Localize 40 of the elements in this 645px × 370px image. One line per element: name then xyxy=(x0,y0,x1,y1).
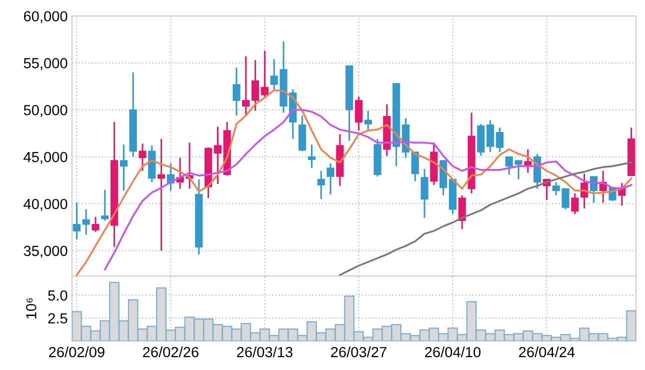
candlestick xyxy=(326,162,334,196)
y-tick-label: 45,000 xyxy=(24,152,68,164)
candlestick xyxy=(157,138,166,252)
candlestick xyxy=(232,66,240,116)
line-series xyxy=(104,108,632,270)
line-series xyxy=(76,89,632,276)
y-tick-label: 60,000 xyxy=(24,11,68,24)
y-tick-label: 55,000 xyxy=(24,58,68,70)
y-tick-label: 40,000 xyxy=(24,198,68,211)
candlestick xyxy=(251,59,260,112)
candlestick xyxy=(317,170,325,200)
x-tick-label: 26/04/10 xyxy=(425,346,481,358)
y-tick-label: 5.0 xyxy=(48,290,68,301)
candlestick xyxy=(486,119,494,153)
y-tick-label: 2.5 xyxy=(48,313,68,324)
candlestick xyxy=(82,208,90,236)
x-tick-label: 26/02/09 xyxy=(49,346,104,358)
candlestick xyxy=(364,110,372,130)
candlestick xyxy=(214,126,222,185)
candlestick xyxy=(354,96,363,132)
candlestick xyxy=(138,142,146,172)
x-tick-label: 26/04/24 xyxy=(519,346,575,358)
candlestick xyxy=(260,50,269,98)
candlestick xyxy=(420,168,428,219)
candlestick xyxy=(458,194,466,230)
y-tick-label: 50,000 xyxy=(24,104,68,118)
candlestick xyxy=(571,192,579,215)
candlestick xyxy=(496,126,504,153)
candlestick xyxy=(411,151,419,182)
y-axis-title: 10⁶ xyxy=(26,298,36,318)
candlestick xyxy=(308,144,316,169)
y-tick-label: 35,000 xyxy=(24,246,68,258)
x-tick-label: 26/03/13 xyxy=(237,346,292,358)
x-tick-label: 26/02/26 xyxy=(143,346,198,358)
candlestick xyxy=(242,56,250,116)
x-tick-label: 26/03/27 xyxy=(331,346,386,358)
candlestick xyxy=(72,202,81,240)
candlestick xyxy=(92,216,100,233)
candlestick xyxy=(101,188,109,222)
candlestick xyxy=(120,144,128,192)
